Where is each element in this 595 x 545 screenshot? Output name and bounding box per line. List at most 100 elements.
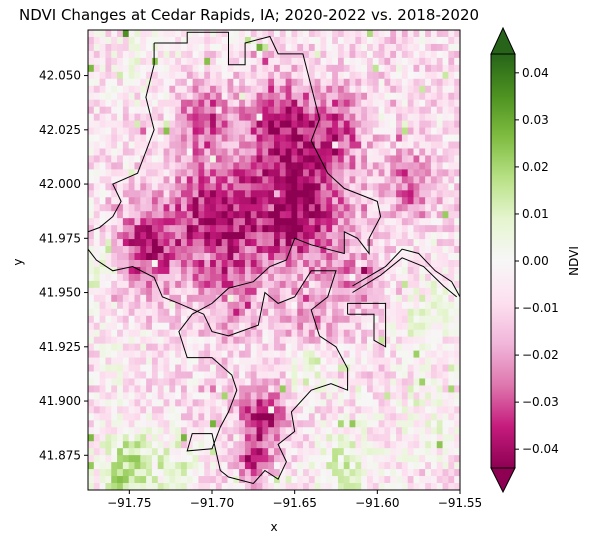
- raster-cell: [297, 134, 304, 143]
- raster-cell: [227, 134, 234, 143]
- raster-cell: [151, 378, 159, 387]
- raster-cell: [326, 176, 333, 184]
- raster-cell: [169, 190, 176, 198]
- raster-cell: [88, 378, 95, 387]
- raster-cell: [279, 204, 287, 212]
- raster-cell: [88, 294, 95, 303]
- raster-cell: [367, 148, 374, 157]
- raster-cell: [303, 78, 310, 87]
- raster-cell: [361, 78, 368, 87]
- raster-cell: [367, 71, 374, 80]
- raster-cell: [99, 364, 107, 373]
- raster-cell: [268, 85, 275, 94]
- raster-cell: [425, 92, 432, 101]
- raster-cell: [122, 434, 130, 442]
- raster-cell: [140, 434, 147, 442]
- raster-cell: [320, 392, 327, 400]
- raster-cell: [332, 322, 339, 331]
- raster-cell: [413, 308, 420, 317]
- raster-cell: [361, 350, 368, 359]
- raster-cell: [285, 448, 293, 456]
- raster-cell: [349, 148, 356, 157]
- city-boundary-outline: [88, 31, 460, 485]
- raster-cell: [337, 106, 345, 115]
- raster-cell: [355, 211, 362, 219]
- raster-cell: [355, 441, 362, 449]
- raster-cell: [192, 350, 200, 359]
- raster-cell: [326, 148, 333, 157]
- raster-cell: [378, 225, 386, 233]
- raster-cell: [454, 225, 460, 233]
- raster-cell: [140, 30, 147, 38]
- raster-cell: [151, 211, 159, 219]
- raster-cell: [128, 36, 136, 45]
- colorbar-gradient: [490, 53, 516, 469]
- raster-cell: [169, 273, 176, 282]
- raster-cell: [378, 441, 386, 449]
- raster-cell: [396, 294, 403, 303]
- raster-cell: [349, 64, 356, 73]
- raster-cell: [343, 329, 351, 338]
- raster-cell: [407, 287, 415, 296]
- raster-cell: [215, 78, 223, 87]
- raster-cell: [384, 406, 391, 414]
- raster-cell: [285, 134, 293, 143]
- raster-cell: [303, 120, 310, 129]
- raster-cell: [407, 406, 415, 414]
- raster-cell: [140, 246, 147, 254]
- raster-cell: [343, 308, 351, 317]
- raster-cell: [378, 155, 386, 164]
- raster-cell: [99, 99, 107, 108]
- raster-cell: [198, 71, 205, 80]
- raster-cell: [285, 183, 293, 191]
- raster-cell: [140, 197, 147, 205]
- raster-cell: [308, 30, 316, 38]
- raster-cell: [105, 483, 112, 490]
- raster-cell: [268, 148, 275, 157]
- raster-cell: [233, 301, 240, 310]
- raster-cell: [192, 441, 200, 449]
- raster-cell: [215, 30, 223, 38]
- raster-cell: [349, 71, 356, 80]
- raster-cell: [250, 364, 258, 373]
- raster-cell: [343, 392, 351, 400]
- raster-cell: [390, 413, 397, 421]
- raster-cell: [175, 399, 182, 407]
- raster-cell: [401, 462, 409, 470]
- raster-cell: [401, 57, 409, 66]
- raster-cell: [239, 127, 246, 136]
- raster-cell: [396, 169, 403, 177]
- raster-cell: [279, 225, 287, 233]
- raster-cell: [332, 57, 339, 66]
- raster-cell: [111, 190, 118, 198]
- raster-cell: [285, 434, 293, 442]
- raster-cell: [99, 225, 107, 233]
- raster-cell: [430, 280, 438, 289]
- raster-cell: [111, 427, 118, 435]
- raster-cell: [169, 371, 176, 380]
- colorbar-ticks: −0.04−0.03−0.02−0.010.000.010.020.030.04: [515, 66, 559, 456]
- raster-cell: [279, 30, 287, 38]
- raster-cell: [367, 120, 374, 129]
- raster-cell: [117, 371, 124, 380]
- raster-cell: [355, 329, 362, 338]
- raster-cell: [163, 148, 170, 157]
- raster-cell: [430, 141, 438, 150]
- raster-cell: [99, 427, 107, 435]
- raster-cell: [454, 155, 460, 164]
- raster-cell: [181, 483, 188, 490]
- raster-cell: [151, 127, 159, 136]
- raster-cell: [396, 392, 403, 400]
- raster-cell: [396, 204, 403, 212]
- raster-cell: [279, 392, 287, 400]
- raster-cell: [256, 260, 263, 268]
- raster-cell: [181, 218, 188, 226]
- raster-cell: [105, 30, 112, 38]
- raster-cell: [326, 85, 333, 94]
- raster-cell: [454, 301, 460, 310]
- raster-cell: [117, 134, 124, 143]
- raster-cell: [291, 141, 298, 150]
- raster-cell: [204, 322, 211, 331]
- raster-cell: [332, 211, 339, 219]
- raster-cell: [134, 371, 141, 380]
